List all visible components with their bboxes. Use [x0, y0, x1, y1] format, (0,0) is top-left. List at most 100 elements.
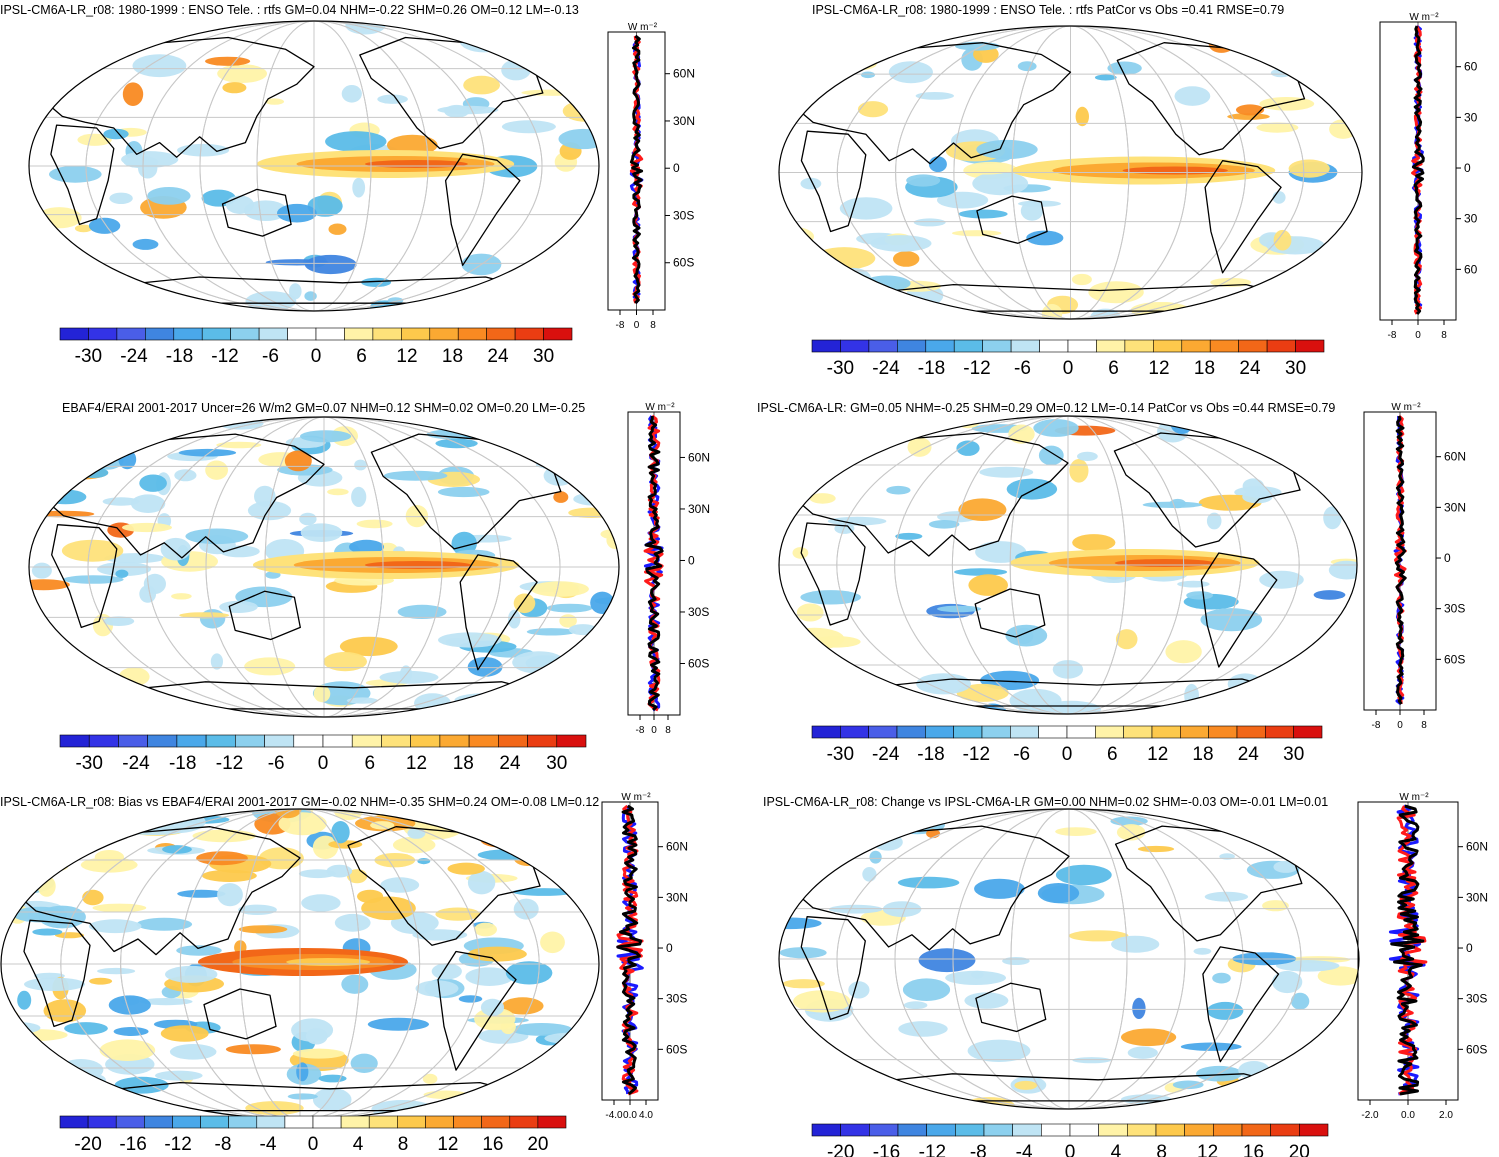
colorbar-swatch [1295, 339, 1325, 353]
colorbar-tick-label: 12 [396, 346, 417, 367]
field-anomaly [522, 417, 544, 423]
colorbar-tick-label: -18 [169, 753, 196, 774]
field-anomaly [1227, 113, 1270, 120]
colorbar-swatch [1010, 725, 1039, 739]
x-tick-label: 0.0 [623, 1110, 637, 1121]
colorbar-swatch [429, 327, 459, 341]
field-anomaly [964, 992, 1009, 1009]
panel-title: IPSL-CM6A-LR_r08: 1980-1999 : ENSO Tele.… [0, 3, 579, 17]
colorbar-swatch [556, 734, 587, 748]
field-anomaly [1259, 570, 1304, 589]
grid-meridian [199, 21, 429, 311]
y-tick-label: 0 [673, 161, 680, 175]
field-anomaly [1212, 972, 1231, 984]
colorbar-swatch [481, 1115, 511, 1129]
colorbar-tick-label: 18 [1194, 358, 1215, 379]
colorbar: -30 -24 -18 -12 -6 0 6 12 18 24 30 [811, 339, 1325, 379]
field-anomaly [474, 922, 497, 937]
colorbar-tick-label: -30 [75, 753, 102, 774]
field-anomaly [1262, 900, 1289, 912]
colorbar-swatch [425, 1115, 454, 1129]
panel-title: EBAF4/ERAI 2001-2017 Uncer=26 W/m2 GM=0.… [62, 401, 586, 415]
y-tick-label: 30 [1464, 110, 1478, 124]
colorbar-tick-label: 30 [1283, 744, 1304, 765]
colorbar-swatch [1184, 1123, 1214, 1137]
field-anomaly [122, 82, 144, 106]
field-anomaly [1242, 478, 1264, 494]
y-tick-label: 60S [673, 256, 694, 270]
field-anomaly [928, 156, 947, 173]
y-tick-label: 60S [666, 1042, 687, 1056]
coastline [800, 916, 866, 1021]
field-anomaly [510, 1023, 573, 1036]
colorbar-swatch [1155, 1123, 1185, 1137]
x-tick-label: -8 [636, 725, 645, 736]
colorbar-swatch [344, 327, 374, 341]
equatorial-anomaly [1122, 166, 1228, 175]
field-anomaly [913, 218, 946, 227]
field-anomaly [62, 575, 124, 584]
field-anomaly [265, 259, 329, 266]
colorbar-tick-label: -30 [75, 346, 102, 367]
x-tick-label: -8 [616, 320, 625, 331]
field-anomaly [898, 1021, 948, 1037]
field-anomaly [530, 581, 589, 597]
colorbar-swatch [147, 734, 178, 748]
colorbar-swatch [1098, 1123, 1128, 1137]
y-tick-label: 30S [673, 208, 694, 222]
y-tick-label: 0 [688, 553, 695, 567]
field-anomaly [1107, 61, 1142, 75]
field-anomaly [1115, 629, 1138, 650]
grid-meridian [953, 26, 1188, 319]
colorbar-swatch [264, 734, 295, 748]
units-label: W m⁻² [1399, 792, 1429, 803]
field-anomaly [245, 1101, 304, 1116]
field-anomaly [459, 811, 478, 819]
colorbar-tick-label: 20 [527, 1134, 548, 1155]
field-anomaly [29, 431, 65, 449]
field-anomaly [155, 1070, 203, 1081]
field-anomaly [597, 664, 611, 681]
field-anomaly [287, 1093, 318, 1100]
zonal-mean-profile: W m⁻² 60 30 0 30 60 -8 0 8 [1379, 12, 1478, 341]
field-anomaly [6, 1036, 34, 1060]
profile-series-line [1412, 25, 1425, 315]
field-anomaly [1014, 1080, 1038, 1090]
map-border [28, 416, 620, 718]
field-anomaly [64, 1022, 108, 1035]
grid-meridian [894, 809, 1244, 1109]
map-border [778, 25, 1363, 320]
colorbar-tick-label: -6 [1014, 358, 1031, 379]
colorbar-swatch [1241, 1123, 1271, 1137]
colorbar-swatch [1238, 339, 1268, 353]
field-anomaly [860, 71, 876, 79]
colorbar-swatch [981, 725, 1011, 739]
profile-series-line [629, 34, 644, 305]
colorbar-swatch [230, 327, 260, 341]
colorbar-swatch [955, 1123, 985, 1137]
field-anomaly [123, 156, 159, 169]
field-anomaly [61, 539, 124, 562]
field-anomaly [341, 85, 362, 103]
panel-title: IPSL-CM6A-LR_r08: Bias vs EBAF4/ERAI 200… [0, 795, 600, 809]
panel-title: IPSL-CM6A-LR: GM=0.05 NHM=-0.25 SHM=0.29… [757, 401, 1336, 415]
field-anomaly [574, 691, 600, 701]
field-anomaly [1306, 823, 1323, 833]
field-anomaly [937, 191, 989, 209]
field-anomaly [219, 545, 260, 558]
colorbar-swatch [840, 725, 869, 739]
colorbar-swatch [1293, 725, 1323, 739]
colorbar-tick-label: -6 [268, 753, 285, 774]
field-anomaly [176, 945, 222, 956]
field-anomaly [1290, 992, 1310, 1010]
field-anomaly [540, 931, 565, 954]
field-anomaly [848, 981, 870, 999]
field-anomaly [1, 838, 42, 847]
colorbar-swatch [439, 734, 470, 748]
field-anomaly [945, 970, 1006, 985]
colorbar-tick-label: -20 [827, 1142, 854, 1157]
field-anomaly [243, 200, 288, 221]
colorbar-swatch [869, 1123, 899, 1137]
field-anomaly [29, 252, 60, 261]
colorbar-tick-label: 12 [1147, 744, 1168, 765]
